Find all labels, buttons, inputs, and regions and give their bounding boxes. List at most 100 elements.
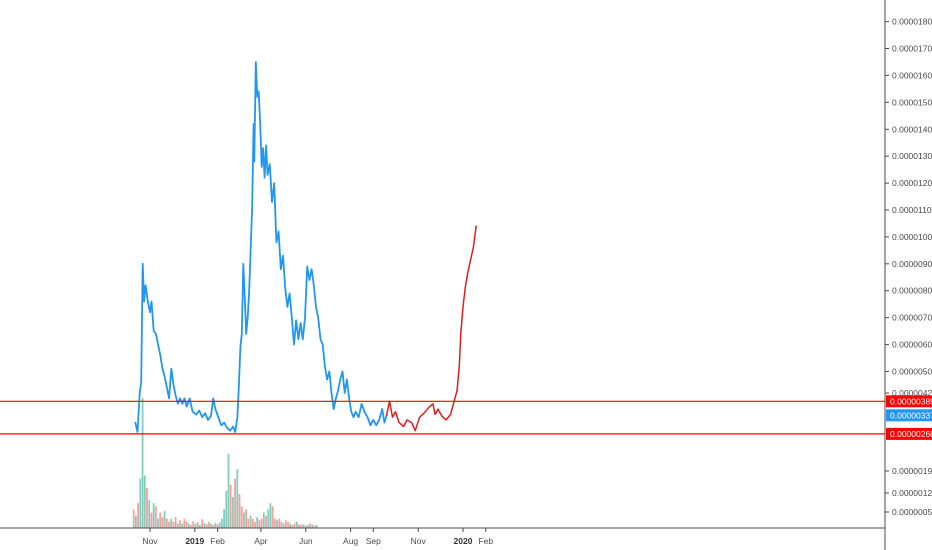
volume-bar — [214, 523, 217, 528]
volume-bar — [168, 521, 170, 528]
volume-bar — [267, 509, 270, 528]
volume-bar — [192, 521, 195, 528]
x-tick-label: Sep — [366, 536, 381, 546]
volume-bar — [221, 518, 223, 528]
volume-bar — [300, 524, 303, 528]
volume-bar — [148, 500, 151, 528]
volume-bar — [159, 512, 162, 528]
volume-bar — [210, 523, 212, 528]
volume-bar — [269, 503, 272, 528]
level-badge-2-bg — [886, 427, 932, 440]
volume-bar — [225, 490, 228, 528]
volume-bar — [163, 511, 166, 528]
volume-bar — [190, 524, 192, 528]
x-tick-label: Feb — [210, 536, 225, 546]
volume-bar — [187, 523, 190, 528]
volume-bar — [232, 497, 234, 528]
volume-bars — [132, 398, 318, 528]
volume-bar — [141, 398, 144, 528]
volume-bar — [150, 512, 153, 528]
volume-bar — [212, 524, 214, 528]
volume-bar — [238, 494, 241, 528]
volume-bar — [311, 524, 314, 528]
y-tick-label: 0.00001100 — [892, 205, 932, 215]
x-tick-label: 2020 — [454, 536, 473, 546]
volume-tick-label: 0.00000055 — [892, 507, 932, 517]
volume-bar — [223, 509, 225, 528]
volume-bar — [282, 523, 285, 528]
volume-bar — [194, 523, 197, 528]
price-line — [134, 61, 388, 433]
volume-bar — [307, 524, 309, 528]
level-badge-2: 0.00000268 — [886, 427, 932, 440]
volume-bar — [234, 478, 236, 528]
volume-bar — [243, 512, 245, 528]
volume-bar — [137, 503, 139, 528]
volume-bar — [229, 484, 232, 528]
x-tick-label: Nov — [411, 536, 427, 546]
volume-bar — [262, 512, 265, 528]
volume-bar — [260, 518, 263, 528]
volume-bar — [273, 518, 276, 528]
volume-bar — [135, 515, 137, 528]
volume-bar — [276, 520, 278, 528]
volume-bar — [199, 524, 201, 528]
volume-bar — [161, 517, 164, 528]
volume-bar — [251, 518, 254, 528]
projection-line — [385, 225, 477, 432]
x-tick-label: Nov — [142, 536, 158, 546]
volume-bar — [287, 521, 289, 528]
volume-bar — [236, 469, 239, 528]
volume-bar — [293, 523, 296, 528]
volume-bar — [176, 523, 179, 528]
volume-bar — [172, 521, 175, 528]
x-tick-label: Feb — [478, 536, 493, 546]
volume-bar — [291, 524, 294, 528]
last-price-badge-bg — [886, 409, 932, 422]
volume-bar — [218, 522, 221, 528]
price-series — [134, 61, 477, 433]
volume-bar — [304, 525, 307, 528]
x-tick-label: Jun — [299, 536, 313, 546]
volume-bar — [284, 520, 287, 528]
volume-bar — [185, 521, 188, 528]
volume-bar — [183, 518, 186, 528]
level-badge-1-bg — [886, 395, 932, 408]
volume-bar — [313, 525, 316, 528]
volume-bar — [216, 524, 219, 528]
volume-bar — [139, 478, 142, 528]
volume-bar — [302, 524, 305, 528]
volume-bar — [152, 503, 155, 528]
volume-bar — [181, 523, 184, 528]
x-tick-label: Aug — [343, 536, 358, 546]
last-price-badge: 0.00000337 — [886, 409, 932, 422]
volume-bar — [207, 521, 210, 528]
volume-bar — [201, 519, 203, 528]
volume-bar — [265, 515, 267, 528]
volume-bar — [143, 475, 146, 528]
volume-bar — [203, 523, 206, 528]
horizontal-levels[interactable]: 0.00000389 0.00000268 0.00000337 — [0, 395, 932, 440]
volume-bar — [245, 509, 247, 528]
level-badge-2-text: 0.00000268 — [890, 429, 932, 439]
volume-bar — [258, 520, 261, 528]
level-badge-1: 0.00000389 — [886, 395, 932, 408]
volume-bar — [289, 523, 292, 528]
volume-bar — [256, 517, 259, 528]
last-price-badge-text: 0.00000337 — [890, 410, 932, 420]
